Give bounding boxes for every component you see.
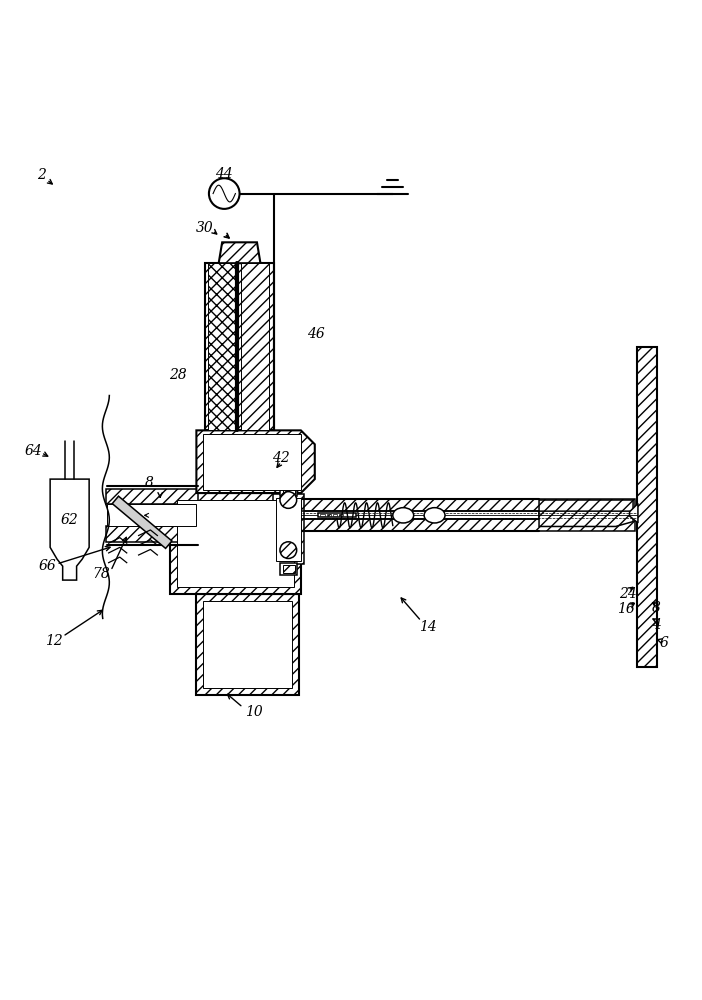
Bar bbox=[320, 514, 324, 516]
Text: 8: 8 bbox=[145, 476, 154, 490]
Bar bbox=[107, 504, 197, 526]
Polygon shape bbox=[630, 503, 638, 523]
Polygon shape bbox=[539, 500, 633, 519]
Polygon shape bbox=[197, 594, 300, 695]
Bar bbox=[333, 514, 337, 516]
Polygon shape bbox=[219, 242, 260, 263]
Bar bbox=[339, 514, 343, 516]
Polygon shape bbox=[106, 526, 198, 542]
Polygon shape bbox=[106, 489, 198, 504]
Text: 8: 8 bbox=[651, 601, 661, 615]
Text: 30: 30 bbox=[196, 221, 213, 235]
Text: 44: 44 bbox=[216, 167, 233, 181]
Bar bbox=[204, 434, 301, 490]
Bar bbox=[326, 514, 331, 516]
Circle shape bbox=[209, 178, 239, 209]
Text: 6: 6 bbox=[660, 636, 669, 650]
Text: 12: 12 bbox=[46, 634, 63, 648]
Bar bbox=[280, 483, 298, 496]
Polygon shape bbox=[50, 479, 89, 580]
Text: 46: 46 bbox=[307, 327, 325, 341]
Text: 28: 28 bbox=[169, 368, 187, 382]
Bar bbox=[262, 475, 270, 487]
Ellipse shape bbox=[424, 508, 445, 523]
Text: 66: 66 bbox=[39, 559, 56, 573]
Bar bbox=[317, 513, 356, 517]
Text: 24: 24 bbox=[619, 587, 637, 601]
Bar bbox=[208, 263, 236, 430]
Text: 62: 62 bbox=[61, 513, 79, 527]
Bar bbox=[277, 498, 301, 561]
Bar bbox=[177, 500, 294, 587]
Text: 16: 16 bbox=[617, 602, 635, 616]
Text: 10: 10 bbox=[244, 705, 263, 719]
Bar bbox=[283, 565, 295, 573]
Polygon shape bbox=[205, 263, 274, 430]
Bar bbox=[273, 494, 305, 564]
Circle shape bbox=[280, 492, 297, 508]
Text: 4: 4 bbox=[651, 618, 661, 632]
Circle shape bbox=[280, 542, 297, 559]
Bar bbox=[241, 263, 269, 430]
Bar bbox=[283, 485, 295, 494]
Text: 78: 78 bbox=[93, 567, 110, 581]
Polygon shape bbox=[301, 519, 635, 531]
Polygon shape bbox=[112, 496, 172, 548]
Text: 64: 64 bbox=[25, 444, 42, 458]
Text: 14: 14 bbox=[418, 620, 437, 634]
Polygon shape bbox=[197, 430, 314, 493]
Bar bbox=[204, 601, 293, 688]
Bar bbox=[280, 563, 298, 575]
Polygon shape bbox=[301, 499, 635, 511]
Text: 42: 42 bbox=[272, 451, 290, 465]
Polygon shape bbox=[170, 493, 301, 594]
Polygon shape bbox=[539, 511, 633, 526]
Ellipse shape bbox=[393, 508, 413, 523]
Text: 2: 2 bbox=[37, 168, 46, 182]
Bar bbox=[259, 472, 273, 490]
Polygon shape bbox=[637, 347, 658, 667]
